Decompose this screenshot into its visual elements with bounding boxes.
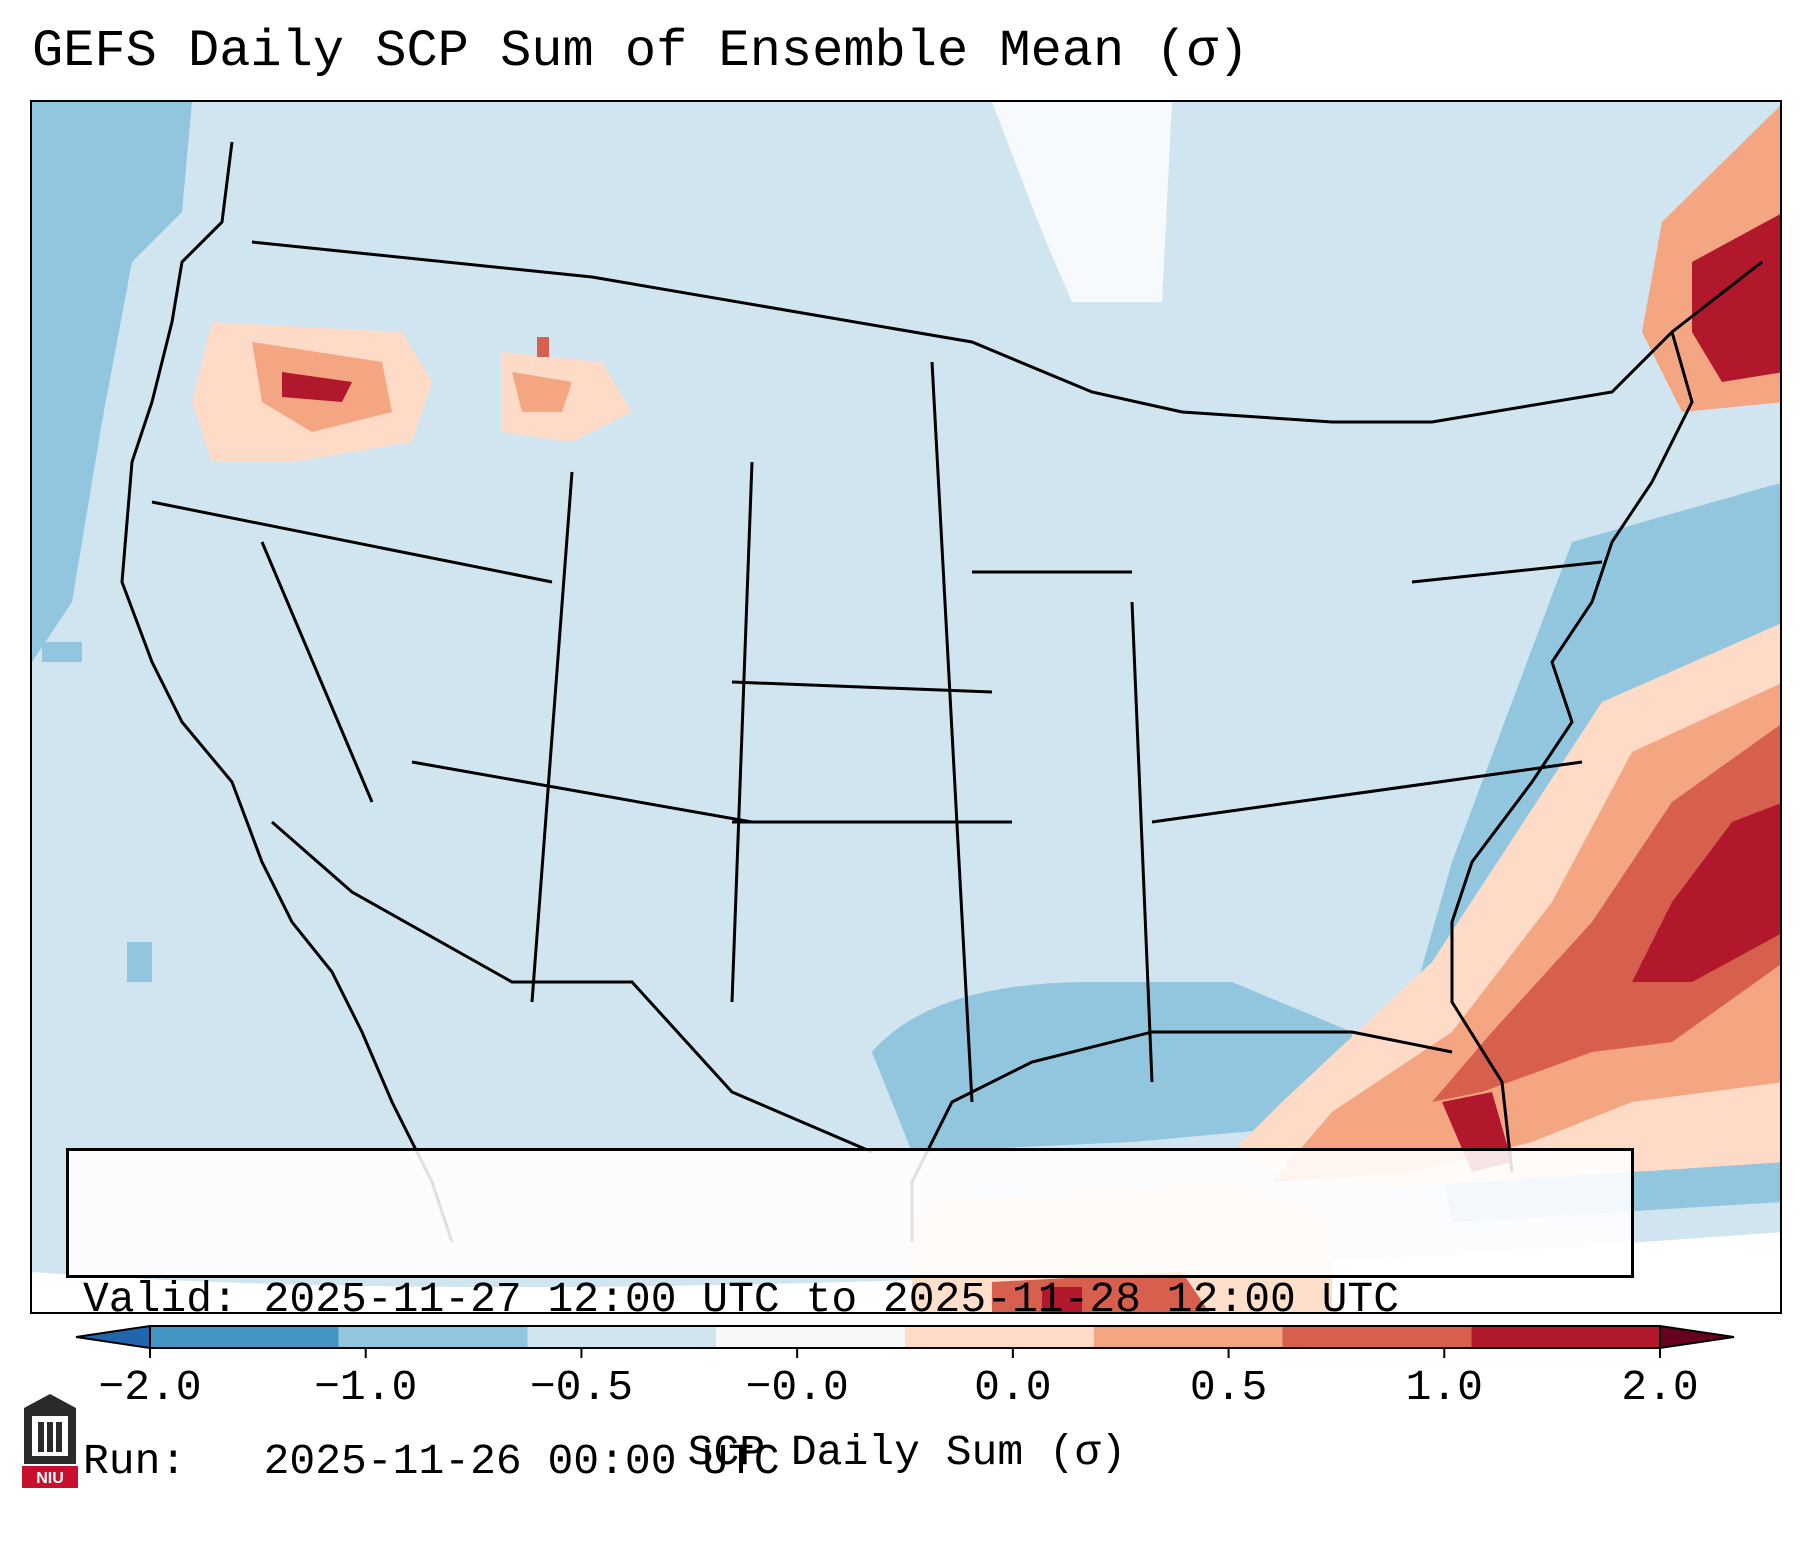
colorbar-segment (716, 1326, 905, 1348)
colorbar-segment (527, 1326, 717, 1348)
colorbar-segment (905, 1326, 1094, 1348)
colorbar-tick-label: 1.0 (1405, 1363, 1483, 1412)
university-building-icon (22, 1394, 78, 1488)
east-coastline (1450, 331, 1694, 1173)
colorbar-extend-high (1659, 1324, 1735, 1350)
pnw-core (282, 372, 352, 402)
valid-time-box: Valid: 2025-11-27 12:00 UTC to 2025-11-2… (66, 1148, 1634, 1486)
valid-line: Valid: 2025-11-27 12:00 UTC to 2025-11-2… (83, 1275, 1400, 1324)
colorbar-tick-label: −1.0 (314, 1363, 418, 1412)
colorbar-tick-label: −0.5 (529, 1363, 634, 1412)
state-line-12 (731, 680, 993, 694)
colorbar-tick-label: 2.0 (1621, 1363, 1699, 1412)
colorbar-tick-label: −0.0 (745, 1363, 849, 1412)
map-canvas (32, 102, 1780, 1312)
state-line-2 (260, 541, 374, 803)
colorbar-segment (1093, 1326, 1283, 1348)
state-line-1 (151, 500, 553, 584)
canada-missing-data (992, 102, 1172, 302)
state-line-3 (411, 760, 753, 824)
colorbar-segment (338, 1326, 528, 1348)
state-line-9 (1411, 560, 1603, 584)
niu-logo: NIU (22, 1394, 78, 1488)
state-line-6 (930, 361, 974, 1103)
state-line-8 (1151, 760, 1583, 824)
state-line-7 (1130, 601, 1154, 1083)
canada-us-border (251, 240, 1763, 424)
colorbar-segment (1282, 1326, 1472, 1348)
colorbar-tick-label: 0.0 (974, 1363, 1052, 1412)
map-panel (30, 100, 1782, 1314)
colorbar-tick-label: 0.5 (1189, 1363, 1268, 1412)
gulf-anomaly (872, 982, 1352, 1152)
pacific-anomaly (32, 102, 192, 662)
colorbar-border (149, 1325, 1661, 1349)
west-coastline (120, 141, 454, 1243)
colorbar-segment (150, 1326, 339, 1348)
state-line-5 (730, 461, 754, 1003)
colorbar-tick-label: −2.0 (98, 1363, 202, 1412)
maritimes-core (1692, 214, 1780, 382)
montana-core (512, 372, 572, 412)
run-line: Run: 2025-11-26 00:00 UTC (83, 1437, 780, 1486)
projection-edge (32, 1232, 1780, 1312)
colorbar-extend-low (75, 1324, 151, 1350)
state-line-10 (530, 471, 574, 1003)
atlantic-band-3 (1272, 683, 1780, 1182)
logo-text: NIU (36, 1470, 64, 1487)
colorbar-segment (1471, 1326, 1660, 1348)
boundary-lines (120, 141, 1763, 1243)
colorbar-label: SCP Daily Sum (σ) (687, 1428, 1127, 1477)
colorbar (75, 1324, 1735, 1358)
us-mexico-border (271, 820, 873, 1154)
atlantic-band-4 (1432, 724, 1780, 1102)
page-title: GEFS Daily SCP Sum of Ensemble Mean (σ) (32, 22, 1249, 81)
atlantic-core (1632, 803, 1780, 982)
